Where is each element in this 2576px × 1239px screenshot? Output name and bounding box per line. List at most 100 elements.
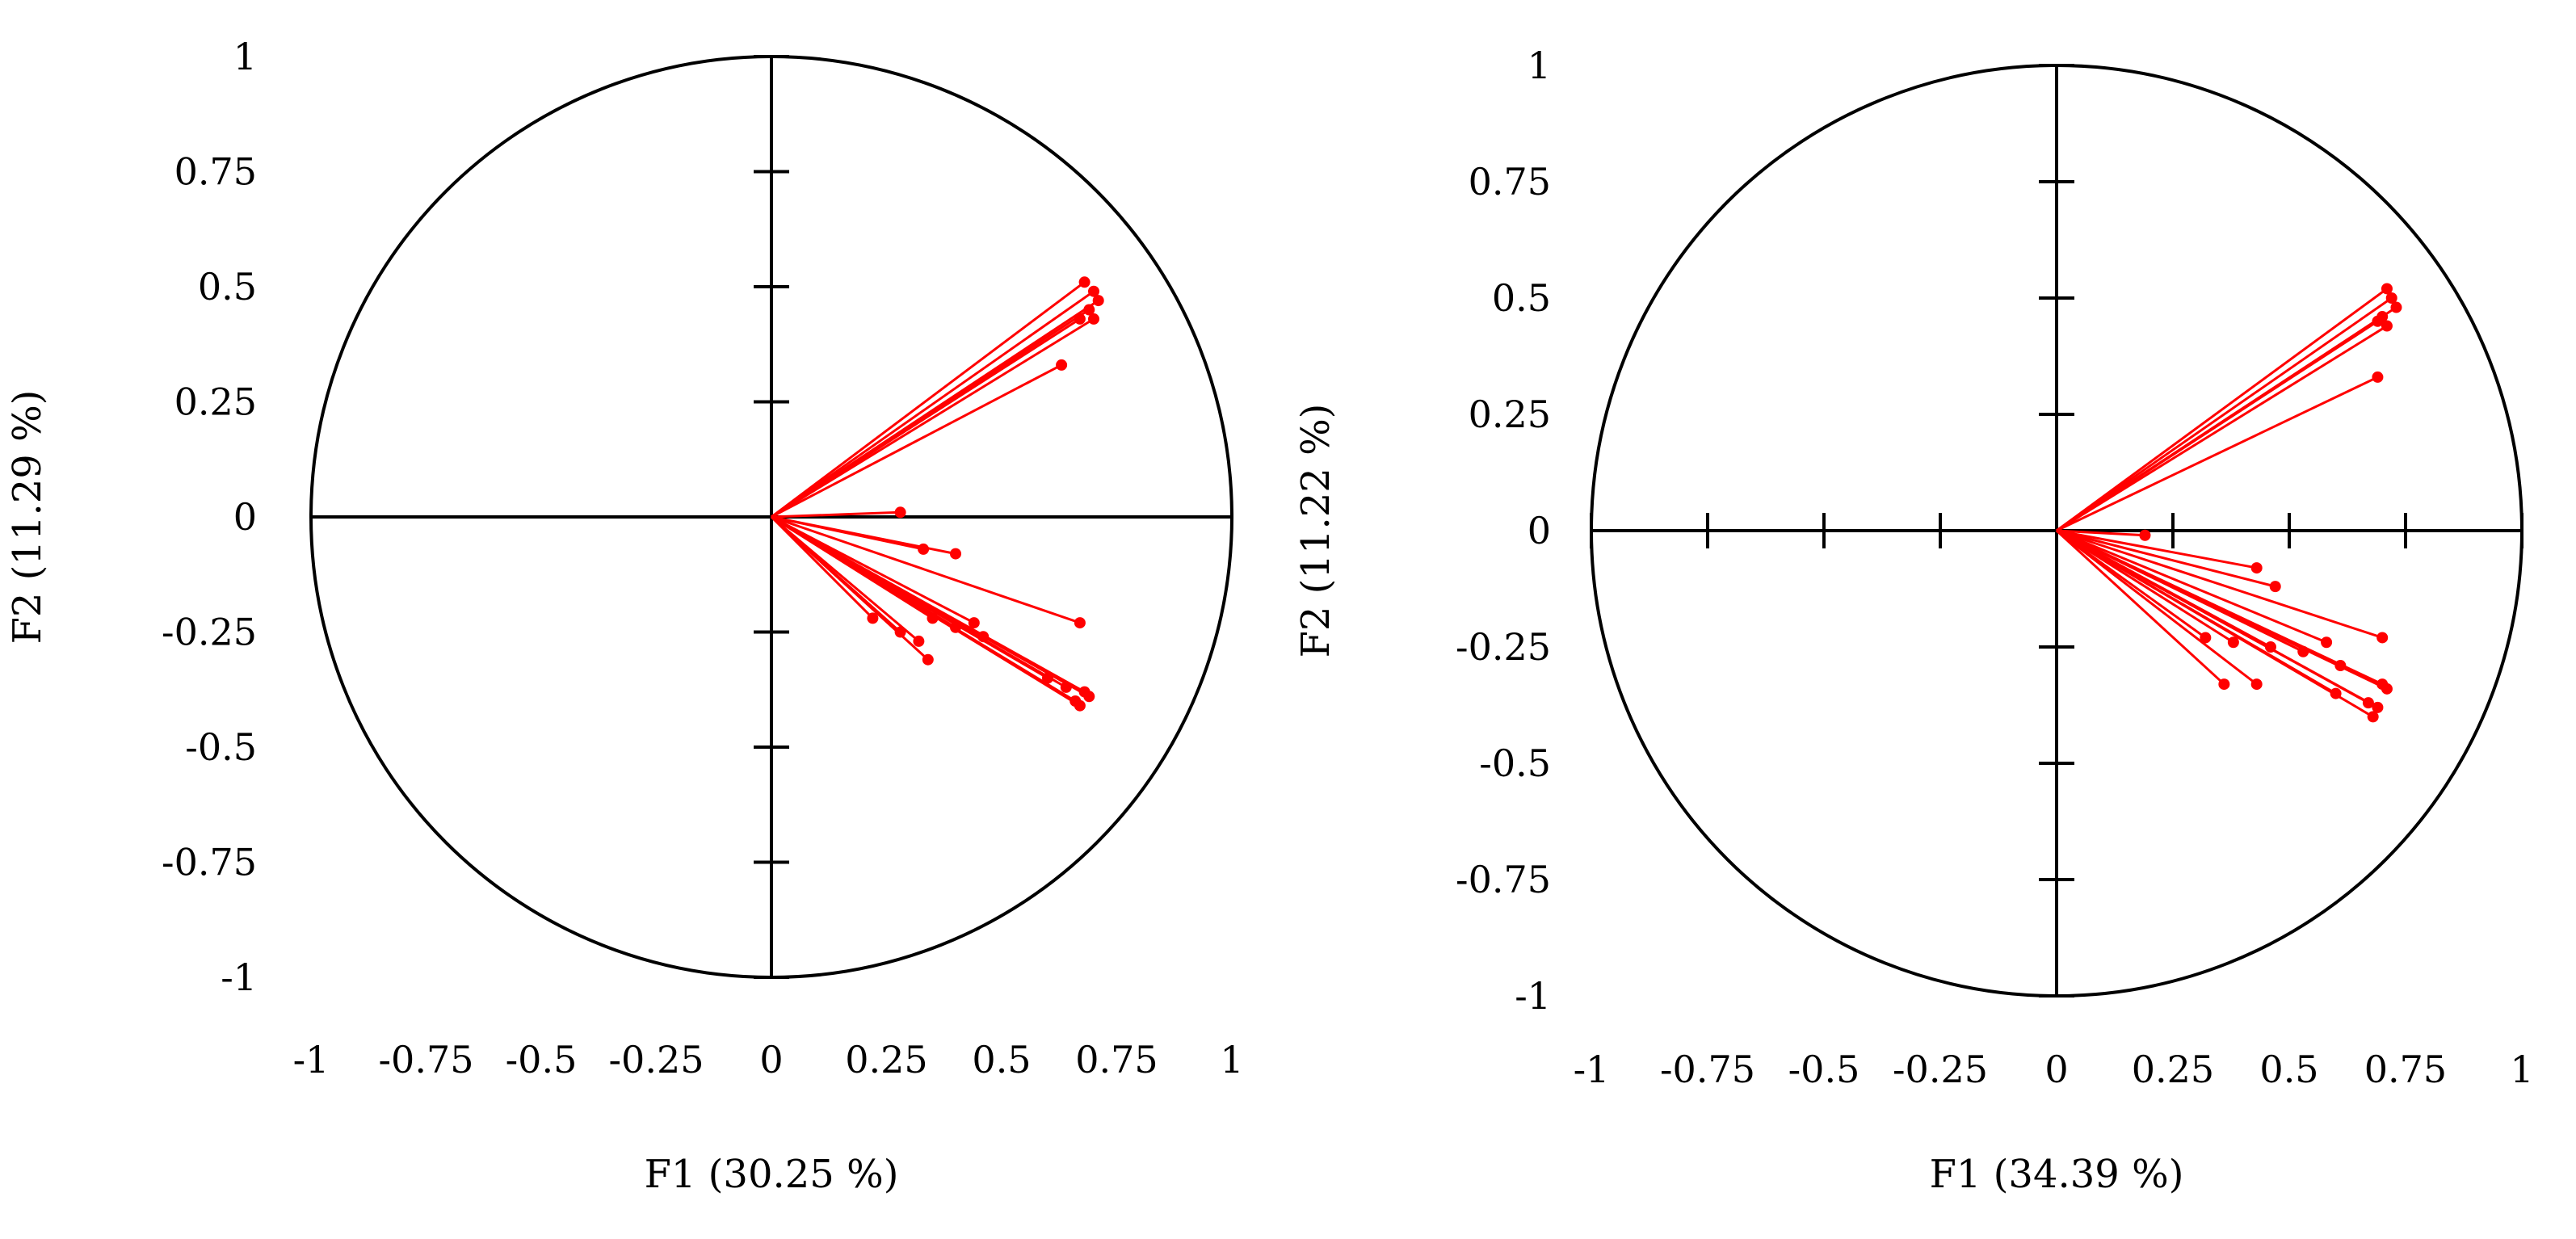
variable-point — [2269, 581, 2281, 593]
x-tick-label: 0.5 — [2259, 1048, 2318, 1091]
variable-vector — [2056, 320, 2379, 532]
y-tick-label: 0 — [1528, 509, 1551, 552]
variable-point — [1056, 359, 1068, 371]
variable-point — [2381, 682, 2393, 695]
x-tick-label: -0.5 — [506, 1038, 578, 1082]
variable-point — [1083, 691, 1095, 703]
x-tick-label: -1 — [1574, 1048, 1610, 1091]
x-tick-label: -1 — [293, 1038, 330, 1082]
variable-point — [2372, 701, 2384, 713]
variable-point — [2218, 678, 2230, 691]
y-tick-label: -0.25 — [162, 611, 257, 654]
variable-point — [894, 506, 906, 519]
x-axis-title: F1 (30.25 %) — [645, 1152, 899, 1197]
variable-point — [1088, 313, 1099, 325]
y-tick-label: 0.5 — [198, 265, 257, 309]
x-tick-label: 0.25 — [2132, 1048, 2214, 1091]
x-tick-label: -0.75 — [1660, 1048, 1755, 1091]
variable-vector — [771, 290, 1095, 519]
x-tick-label: 0.25 — [845, 1038, 927, 1082]
variable-point — [1074, 699, 1086, 712]
variable-vector — [771, 515, 920, 643]
y-tick-label: 0.75 — [174, 150, 257, 194]
variable-vector — [2056, 529, 2379, 709]
variable-point — [1092, 295, 1104, 307]
y-tick-label: -1 — [221, 956, 257, 999]
variable-point — [922, 653, 934, 666]
variable-point — [1074, 617, 1086, 629]
variable-vector — [2056, 325, 2388, 532]
correlation-circle-left: 1 0.75 0.5 0.25 0 -0.25 -0.5 -0.75 -1 -1 -0.75 -0.5… — [5, 35, 1244, 1197]
variable-vector — [2056, 529, 2374, 718]
variable-vector — [771, 515, 1081, 624]
x-tick-label: -0.75 — [379, 1038, 474, 1082]
variable-vector — [2056, 529, 2276, 588]
variable-vector — [771, 515, 956, 556]
y-tick-label: 1 — [1528, 44, 1551, 87]
variable-vector — [771, 317, 1081, 519]
y-tick-label: 0.25 — [1469, 393, 1551, 436]
y-tick-label: 0 — [233, 495, 257, 539]
variable-point — [913, 635, 925, 647]
y-tick-label: 0.75 — [1469, 160, 1551, 204]
variable-point — [2372, 315, 2384, 327]
variable-vector — [2056, 288, 2388, 532]
y-tick-label: -0.5 — [185, 725, 257, 769]
variable-vector — [2056, 529, 2383, 639]
variable-point — [968, 617, 980, 629]
variable-vector — [771, 317, 1095, 519]
variable-point — [2381, 283, 2393, 295]
variable-point — [2381, 320, 2393, 332]
x-tick-label: 0.5 — [972, 1038, 1031, 1082]
variable-vector — [2056, 529, 2388, 691]
variable-point — [2227, 636, 2239, 649]
y-tick-label: 0.5 — [1492, 276, 1551, 320]
y-tick-label: 0.25 — [174, 380, 257, 424]
variable-point — [2390, 301, 2402, 313]
x-tick-label: 0 — [2044, 1048, 2068, 1091]
variable-vector — [2056, 296, 2393, 532]
variable-vector — [771, 281, 1086, 519]
variable-point — [2250, 678, 2263, 691]
variable-point — [1074, 313, 1086, 325]
x-axis-title: F1 (34.39 %) — [1930, 1152, 2184, 1197]
variable-point — [2372, 371, 2384, 383]
variable-vector — [2056, 529, 2327, 644]
y-tick-label: -0.25 — [1456, 625, 1551, 669]
correlation-circle-right: 1 0.75 0.5 0.25 0 -0.25 -0.5 -0.75 -1 -1 -0.75 -0.5… — [1293, 44, 2534, 1197]
variable-point — [1083, 304, 1095, 316]
variable-vector — [2056, 529, 2257, 569]
variable-vector — [771, 363, 1062, 519]
variable-point — [2367, 711, 2379, 723]
variable-point — [950, 548, 961, 560]
y-tick-label: -1 — [1515, 974, 1551, 1018]
x-tick-label: 0 — [759, 1038, 783, 1082]
variable-point — [2321, 636, 2333, 649]
variable-point — [2139, 529, 2151, 541]
y-axis-title: F2 (11.22 %) — [1293, 404, 1338, 658]
x-tick-label: 1 — [2510, 1048, 2533, 1091]
variable-point — [2385, 292, 2397, 304]
y-tick-label: -0.5 — [1479, 741, 1551, 785]
variable-point — [1088, 285, 1099, 297]
variable-vector — [770, 515, 929, 661]
y-axis-title: F2 (11.29 %) — [5, 390, 50, 645]
variable-vector — [2055, 529, 2225, 686]
variable-vector — [2056, 529, 2258, 686]
x-tick-label: -0.5 — [1788, 1048, 1860, 1091]
variable-vector — [771, 510, 901, 519]
variable-point — [867, 612, 879, 624]
variable-point — [2200, 632, 2212, 644]
variable-point — [2376, 632, 2389, 644]
y-tick-label: -0.75 — [162, 841, 257, 884]
variable-vector — [2056, 376, 2379, 532]
x-tick-label: 0.75 — [1075, 1038, 1158, 1082]
y-tick-label: 1 — [233, 35, 257, 78]
y-tick-label: -0.75 — [1456, 858, 1551, 901]
variable-point — [1078, 276, 1090, 288]
variable-point — [2250, 562, 2263, 574]
x-tick-label: 0.75 — [2364, 1048, 2447, 1091]
variable-vector — [771, 515, 1090, 698]
